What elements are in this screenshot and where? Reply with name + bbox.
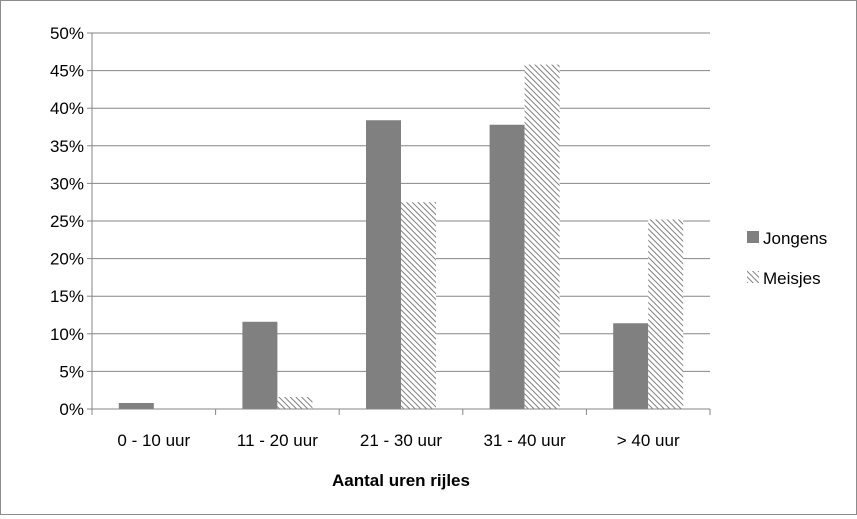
- bar-jongens-3: [489, 124, 525, 409]
- x-tick-label: 11 - 20 uur: [237, 431, 318, 450]
- y-tick-label: 35%: [50, 137, 84, 156]
- bar-meisjes-1: [277, 396, 313, 409]
- y-tick-label: 45%: [50, 62, 84, 81]
- y-tick-label: 15%: [50, 287, 84, 306]
- bars: [118, 64, 684, 410]
- bar-meisjes-3: [524, 64, 560, 410]
- y-tick-label: 0%: [59, 400, 84, 419]
- x-tick-label: 0 - 10 uur: [117, 431, 190, 450]
- bar-jongens-2: [366, 120, 401, 410]
- y-tick-label: 25%: [50, 212, 84, 231]
- bar-meisjes-4: [648, 219, 684, 409]
- y-tick-label: 10%: [50, 325, 84, 344]
- x-axis-label: Aantal uren rijles: [332, 471, 470, 490]
- y-tick-label: 5%: [59, 362, 84, 381]
- legend-label-meisjes: Meisjes: [763, 269, 821, 288]
- x-tick-label: 21 - 30 uur: [360, 431, 443, 450]
- bar-jongens-0: [118, 402, 154, 409]
- y-tick-label: 40%: [50, 99, 84, 118]
- legend-label-jongens: Jongens: [763, 229, 827, 248]
- legend-swatch-jongens: [747, 231, 759, 243]
- y-tick-label: 30%: [50, 174, 84, 193]
- legend-swatch-meisjes: [747, 271, 759, 283]
- bar-meisjes-2: [401, 202, 436, 409]
- y-tick-label: 50%: [50, 24, 84, 43]
- x-tick-label: > 40 uur: [617, 431, 680, 450]
- axes: 0% 5% 10% 15% 20% 25% 30% 35% 40% 45% 50% 0 - 10 uu…: [50, 24, 711, 490]
- bar-jongens-4: [613, 323, 649, 409]
- bar-jongens-1: [242, 321, 278, 409]
- legend: Jongens Meisjes: [747, 229, 827, 288]
- y-tick-label: 20%: [50, 250, 84, 269]
- x-tick-label: 31 - 40 uur: [483, 431, 566, 450]
